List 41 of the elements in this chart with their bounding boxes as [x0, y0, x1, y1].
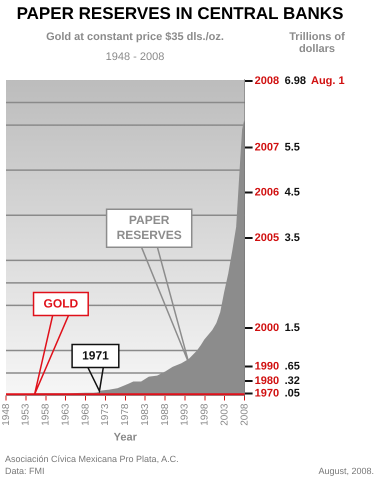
y-tick-label: 4.5 [284, 186, 300, 199]
x-tick-label: 2003 [219, 403, 230, 426]
x-tick-label: 1958 [40, 403, 52, 426]
text: 1948 - 2008 [104, 51, 166, 63]
x-tick-label: 1998 [200, 403, 211, 426]
text: 2005 [254, 232, 280, 244]
text: Data: FMI [5, 466, 45, 476]
x-axis-title: Year [114, 431, 138, 444]
text: August, 2008. [318, 466, 374, 476]
y-tick-label: .32 [284, 375, 300, 388]
y-tick-label: .05 [284, 387, 300, 400]
y-tick-label: 6.98 [284, 74, 306, 87]
x-tick-label: 1963 [60, 403, 72, 426]
x-tick-label: 1983 [140, 403, 151, 426]
text: Asociación Cívica Mexicana Pro Plata, A.C. [5, 454, 179, 464]
chart-subtitle: Gold at constant price $35 dls./oz. [45, 31, 225, 43]
text: GOLD [44, 296, 79, 310]
text: 1980 [254, 375, 280, 388]
x-tick-label: 1948 [0, 403, 12, 426]
y-axis-title: Trillions of dollars [288, 31, 346, 55]
x-tick-label: 2008 [239, 403, 250, 426]
x-tick-label: 1953 [20, 403, 32, 426]
y-tick-label: 5.5 [284, 142, 300, 154]
x-tick-label: 1968 [80, 403, 92, 426]
y-tick-label: 3.5 [284, 232, 300, 244]
text: 2000 [254, 322, 280, 334]
x-tick-label: 1988 [160, 403, 171, 426]
text: 2007 [254, 142, 280, 154]
y-tick-label: 1.5 [284, 322, 300, 334]
y-tick-label: .65 [284, 360, 300, 372]
chart-title: PAPER RESERVES IN CENTRAL BANKS [16, 4, 344, 24]
x-tick-label: 1993 [180, 403, 191, 426]
text: 2008 [254, 74, 280, 87]
text: 1990 [254, 360, 280, 372]
text: 1970 [254, 387, 280, 400]
text: 2006 [254, 186, 280, 199]
text: PAPER RESERVES [116, 213, 182, 242]
x-tick-label: 1973 [100, 403, 112, 426]
annotation: 1971 [82, 348, 110, 362]
x-tick-label: 1978 [120, 403, 132, 426]
text: Aug. 1 [311, 74, 345, 87]
